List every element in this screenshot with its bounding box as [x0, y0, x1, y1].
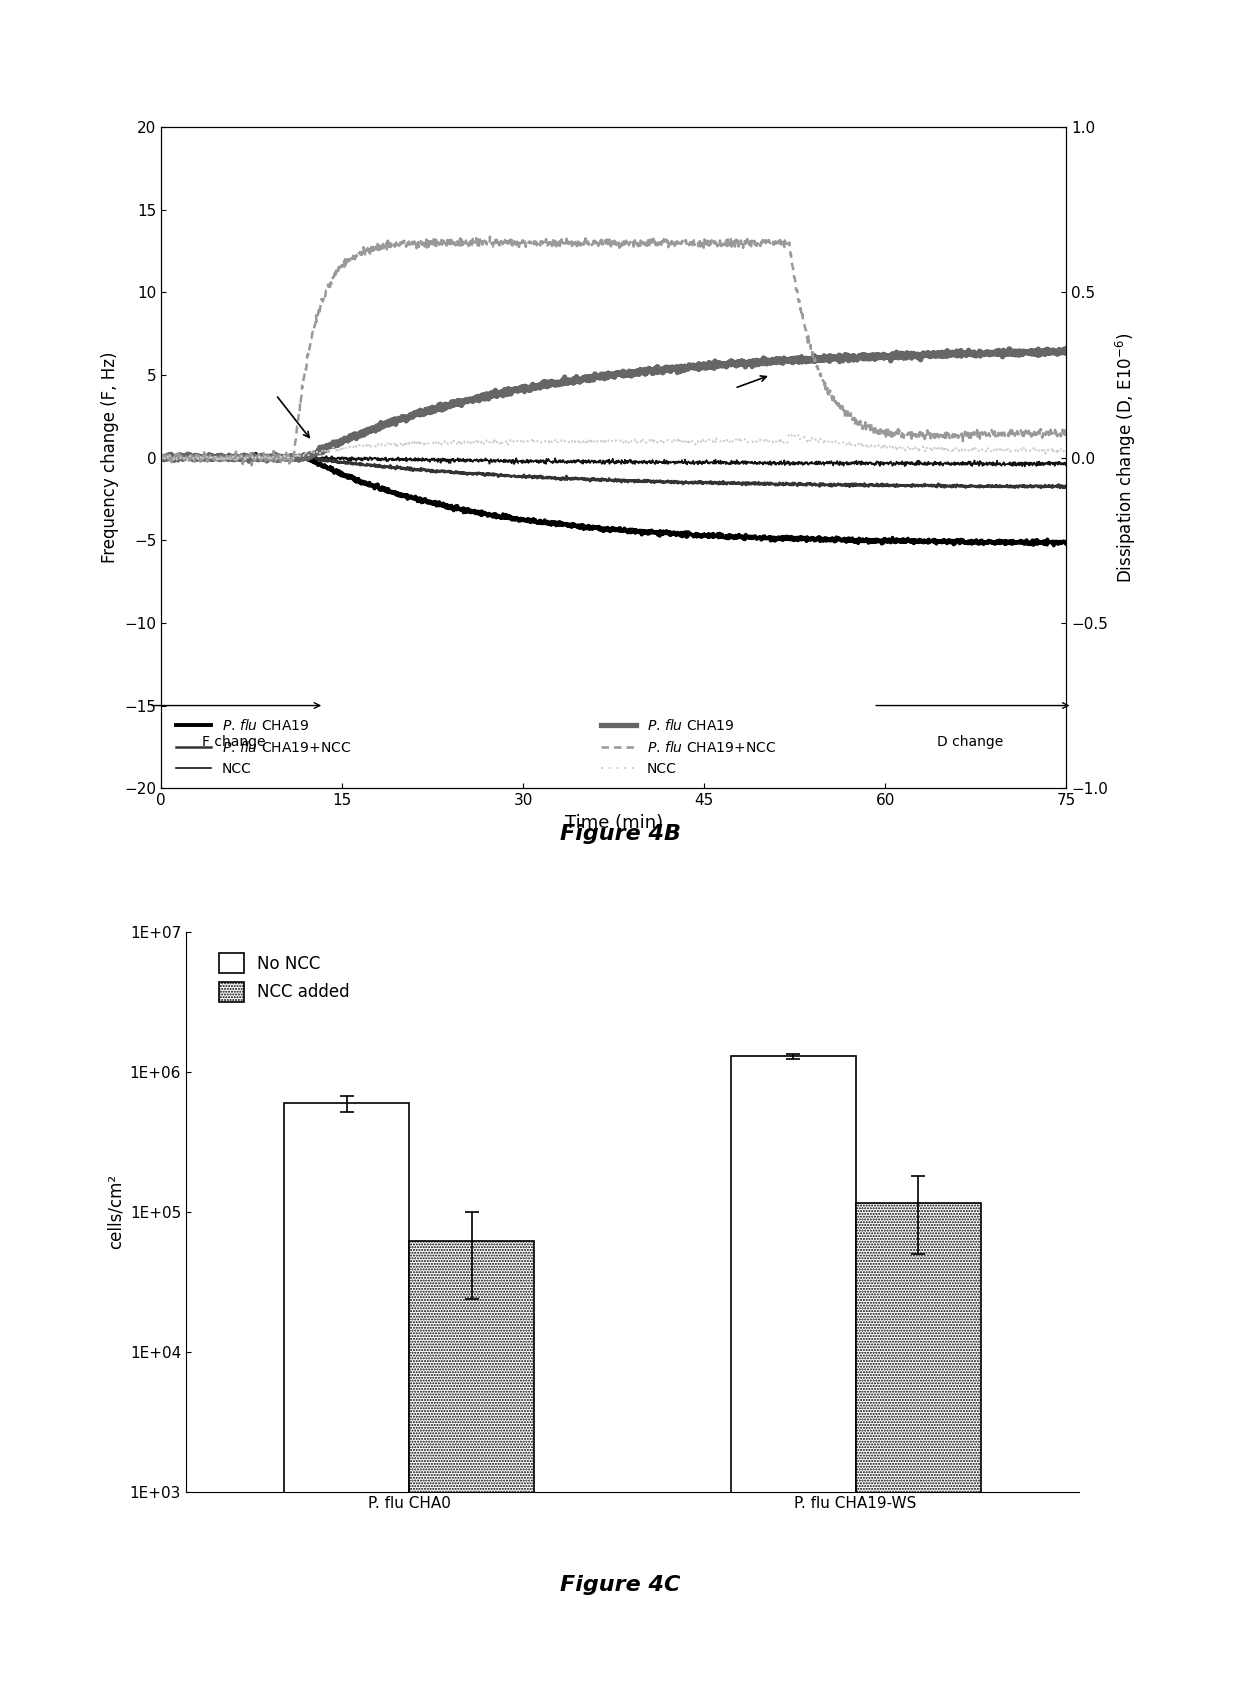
- Y-axis label: Frequency change (F, Hz): Frequency change (F, Hz): [100, 353, 119, 563]
- Legend: $P$. $flu$ CHA19, $P$. $flu$ CHA19+NCC, NCC: $P$. $flu$ CHA19, $P$. $flu$ CHA19+NCC, …: [595, 712, 781, 781]
- Bar: [409, 1241, 534, 1695]
- Y-axis label: cells/cm²: cells/cm²: [107, 1175, 124, 1249]
- Text: D change: D change: [936, 736, 1003, 749]
- Y-axis label: Dissipation change (D, E10$^{-6}$): Dissipation change (D, E10$^{-6}$): [1114, 332, 1138, 583]
- X-axis label: Time (min): Time (min): [564, 814, 663, 832]
- Legend: No NCC, NCC added: No NCC, NCC added: [212, 946, 356, 1009]
- Bar: [730, 1056, 856, 1695]
- Text: Figure 4B: Figure 4B: [559, 824, 681, 844]
- Text: Figure 4C: Figure 4C: [559, 1575, 681, 1595]
- Bar: [284, 1103, 409, 1695]
- Text: F change: F change: [202, 736, 265, 749]
- Bar: [856, 1203, 981, 1695]
